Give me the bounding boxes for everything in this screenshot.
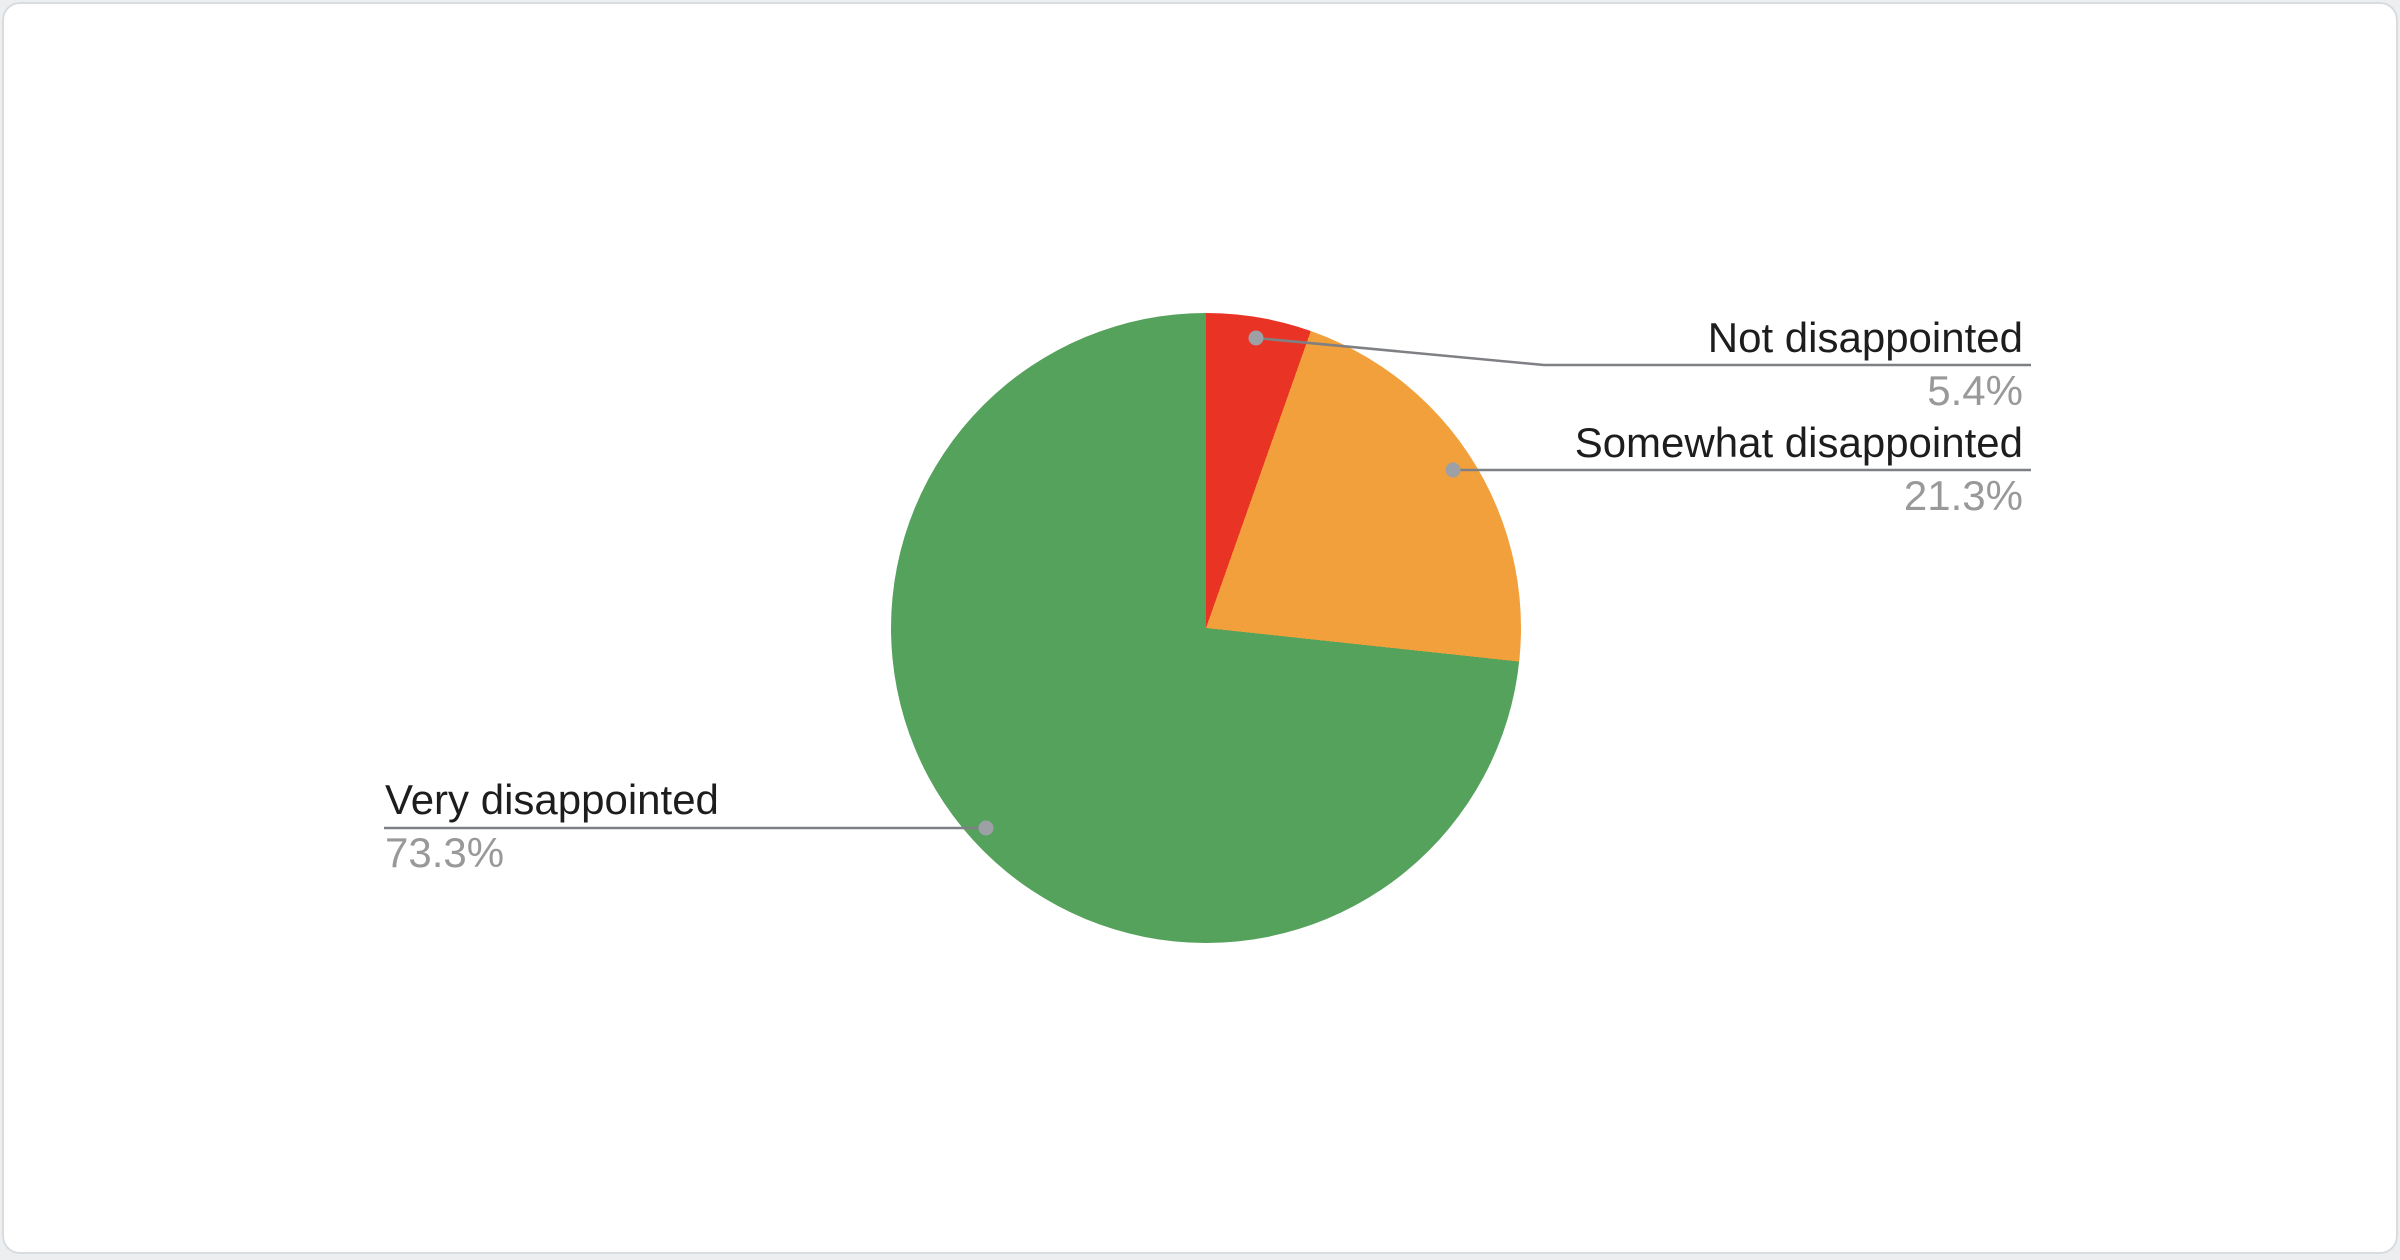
slice-label-very-disappointed: Very disappointed [385, 776, 719, 823]
slice-label-somewhat-disappointed: Somewhat disappointed [1574, 419, 2023, 466]
pie [891, 313, 1521, 943]
slice-label-not-disappointed: Not disappointed [1707, 314, 2023, 361]
slice-pct-not-disappointed: 5.4% [1927, 367, 2023, 414]
slice-pct-very-disappointed: 73.3% [385, 829, 505, 876]
pie-chart: Not disappointed 5.4% Somewhat disappoin… [4, 4, 2396, 1252]
slice-pct-somewhat-disappointed: 21.3% [1903, 472, 2023, 519]
